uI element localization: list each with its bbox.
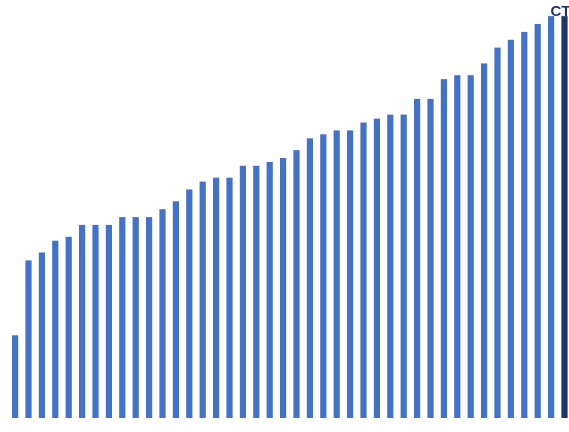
bar [226, 177, 233, 418]
bar [507, 39, 514, 419]
bar [414, 98, 421, 419]
bar [494, 47, 501, 418]
bar [280, 158, 287, 418]
bar [333, 130, 340, 418]
bar [239, 165, 246, 418]
bar [199, 181, 206, 418]
bar [306, 138, 313, 419]
bar [52, 240, 59, 418]
bar [347, 130, 354, 418]
bar [481, 63, 488, 419]
bar [266, 161, 273, 418]
bar [387, 114, 394, 418]
bar [12, 335, 19, 418]
bar [320, 134, 327, 419]
bar [65, 236, 72, 418]
bar [440, 79, 447, 418]
bar [213, 177, 220, 418]
highlight-label: CT [551, 3, 569, 20]
bar [186, 189, 193, 418]
bar [521, 31, 528, 419]
bar [427, 98, 434, 419]
bar [253, 165, 260, 418]
bar [360, 122, 367, 418]
bar [534, 24, 541, 418]
bar [146, 217, 153, 418]
bar [548, 16, 555, 418]
bar [92, 224, 99, 418]
bar [105, 224, 112, 418]
bar-highlight [561, 16, 568, 418]
bar [172, 201, 179, 418]
bar [159, 209, 166, 418]
bar [293, 150, 300, 418]
bar [38, 252, 45, 418]
bar [454, 75, 461, 418]
bar [119, 217, 126, 418]
bar [25, 260, 32, 418]
bar [132, 217, 139, 418]
bar [400, 114, 407, 418]
bar [373, 118, 380, 418]
bar [79, 224, 86, 418]
bar [467, 75, 474, 418]
